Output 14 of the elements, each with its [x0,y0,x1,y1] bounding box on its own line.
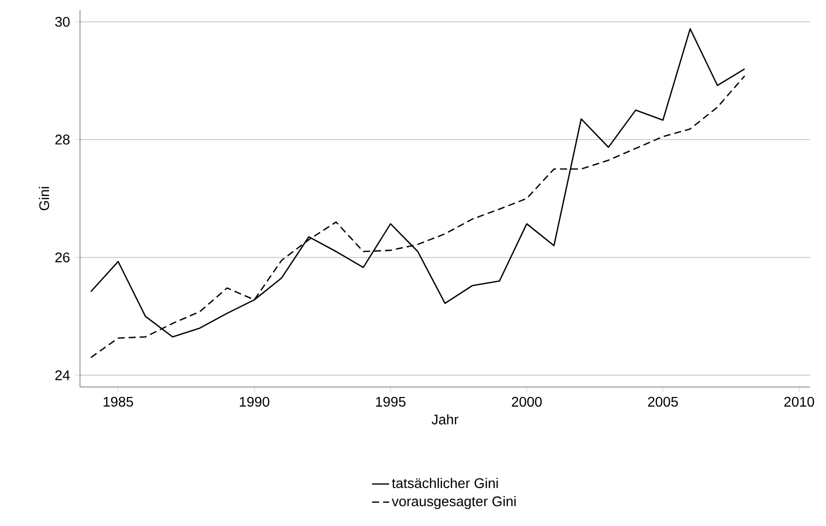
y-tick-label: 26 [55,252,70,262]
x-tick-label: 2005 [648,396,678,407]
y-axis-title: Gini [38,187,50,210]
x-tick-label: 1985 [104,396,134,407]
x-tick-label: 1995 [376,396,406,407]
x-tick-label: 1990 [240,396,270,407]
y-tick-label: 30 [55,16,70,27]
x-tick-label: 2000 [512,396,542,407]
x-axis-title: Jahr [432,414,458,424]
x-tick-label: 2010 [784,396,814,407]
y-tick-label: 28 [55,134,70,145]
legend-label: vorausgesagter Gini [392,496,516,510]
y-tick-label: 24 [55,370,70,380]
legend-label: tatsächlicher Gini [392,478,498,488]
